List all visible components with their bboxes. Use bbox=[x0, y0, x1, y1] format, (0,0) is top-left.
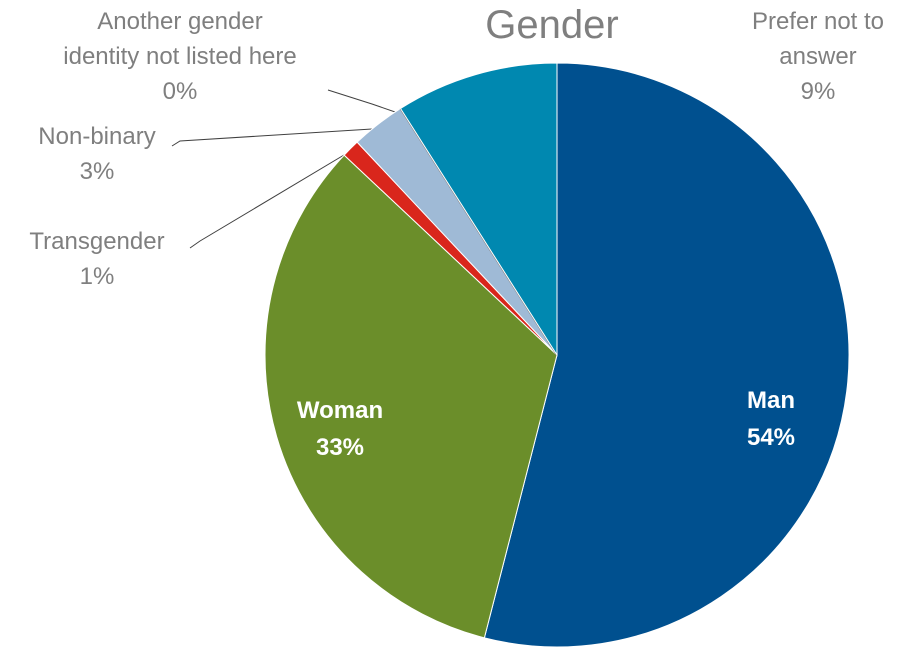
category-label: Woman bbox=[296, 397, 384, 424]
leader-line bbox=[327, 89, 399, 114]
category-label: Prefer not to answer bbox=[751, 8, 885, 70]
slice-label: Man 54% bbox=[747, 382, 795, 456]
value-label: 9% bbox=[800, 78, 836, 105]
slice-label: Woman 33% bbox=[297, 392, 383, 466]
category-label: Transgender bbox=[29, 228, 165, 255]
pie-slice bbox=[264, 154, 558, 639]
category-label: Non-binary bbox=[38, 123, 156, 150]
pie-slice bbox=[399, 62, 558, 357]
slice-label: Prefer not to answer 9% bbox=[752, 4, 884, 109]
slice-label: Another gender identity not listed here 0… bbox=[63, 4, 296, 109]
leader-line bbox=[189, 151, 350, 249]
value-label: 3% bbox=[79, 158, 115, 185]
value-label: 33% bbox=[315, 434, 365, 461]
value-label: 1% bbox=[79, 263, 115, 290]
leader-line bbox=[171, 128, 373, 147]
pie-slice bbox=[483, 62, 850, 648]
category-label: Man bbox=[746, 387, 795, 414]
slice-label: Transgender 1% bbox=[29, 224, 164, 294]
slice-label: Non-binary 3% bbox=[38, 119, 155, 189]
chart-title: Gender bbox=[485, 3, 619, 47]
value-label: 54% bbox=[746, 424, 796, 451]
value-label: 0% bbox=[162, 78, 198, 105]
leaders bbox=[171, 89, 399, 249]
category-label: Another gender identity not listed here bbox=[63, 8, 297, 70]
